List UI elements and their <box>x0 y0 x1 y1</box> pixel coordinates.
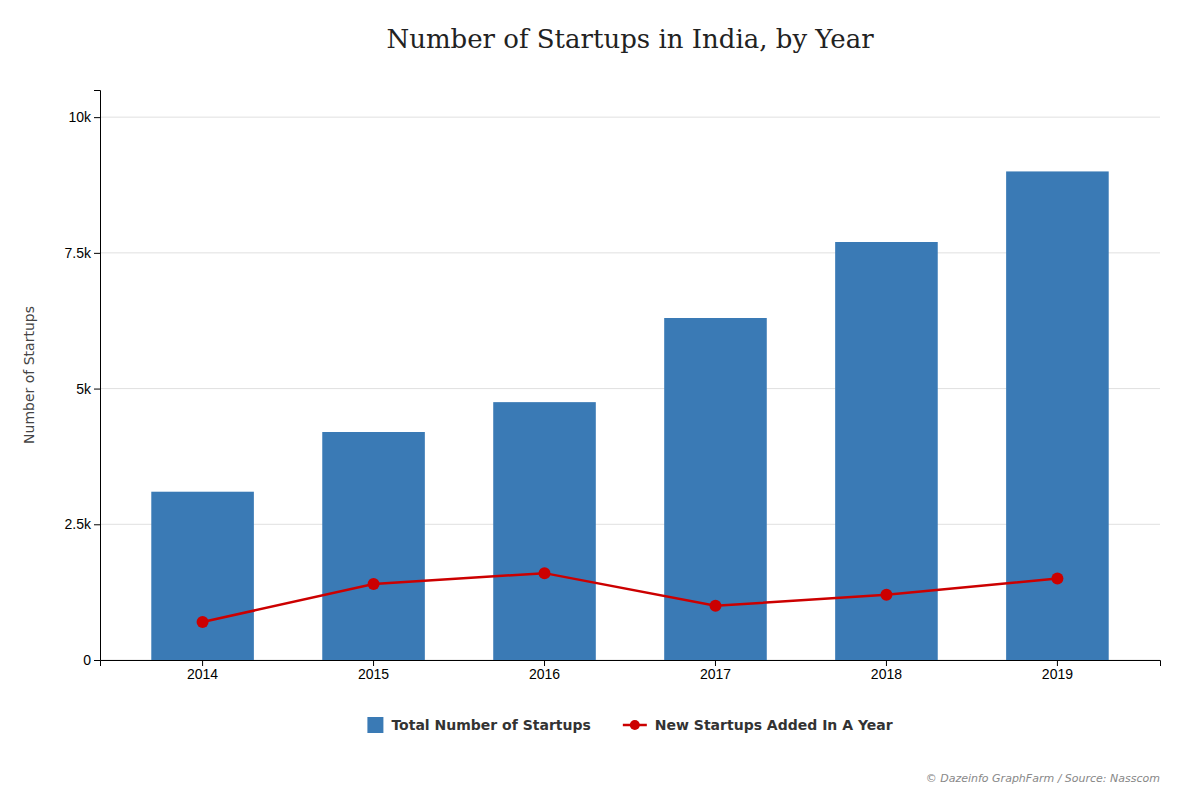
y-tick-label: 10k <box>68 109 92 125</box>
y-tick: 0 <box>83 652 100 668</box>
grid-line <box>100 252 1160 253</box>
legend: Total Number of Startups New Startups Add… <box>367 717 892 733</box>
x-tick-label: 2019 <box>1042 666 1073 682</box>
plot: 0 2.5k 5k 7.5k 10k 2014 2015 2016 2017 2018 2019 <box>65 91 1161 682</box>
y-axis: 0 2.5k 5k 7.5k 10k <box>65 91 101 668</box>
y-tick-mark <box>94 117 100 118</box>
chart: 0 2.5k 5k 7.5k 10k 2014 2015 2016 2017 2018 2019 Nu… <box>0 0 1200 800</box>
y-axis-title: Number of Startups <box>21 306 37 444</box>
bar <box>493 402 596 660</box>
x-tick: 2018 <box>871 660 902 682</box>
marker <box>539 567 551 579</box>
marker <box>1051 573 1063 585</box>
x-tick: 2014 <box>187 660 218 682</box>
y-tick-label: 5k <box>76 381 92 397</box>
y-tick: 5k <box>76 381 100 397</box>
line <box>203 573 1058 622</box>
bar <box>664 318 767 660</box>
marker <box>368 578 380 590</box>
grid-line <box>100 524 1160 525</box>
x-tick: 2016 <box>529 660 560 682</box>
y-tick-label: 7.5k <box>65 245 92 261</box>
x-axis-line <box>101 661 1161 667</box>
legend-marker <box>630 720 640 730</box>
x-tick-label: 2014 <box>187 666 218 682</box>
title: Number of Startups in India, by Year <box>386 24 874 54</box>
grid-line <box>100 388 1160 389</box>
marker <box>880 589 892 601</box>
x-tick-label: 2015 <box>358 666 389 682</box>
legend-item: New Startups Added In A Year <box>623 717 893 733</box>
y-axis-line <box>94 91 101 661</box>
y-tick-mark <box>94 253 100 254</box>
x-tick: 2019 <box>1042 660 1073 682</box>
marker <box>197 616 209 628</box>
y-tick-mark <box>94 389 100 390</box>
x-axis: 2014 2015 2016 2017 2018 2019 <box>101 660 1161 682</box>
y-tick-mark <box>94 524 100 525</box>
legend-swatch <box>367 717 383 733</box>
marks <box>151 171 1108 660</box>
y-tick: 7.5k <box>65 245 100 261</box>
legend-item: Total Number of Startups <box>367 717 590 733</box>
x-tick-label: 2018 <box>871 666 902 682</box>
y-tick-label: 0 <box>83 652 91 668</box>
bar <box>151 492 254 660</box>
marker <box>709 600 721 612</box>
grid-line <box>100 117 1160 118</box>
x-tick-label: 2016 <box>529 666 560 682</box>
y-tick-mark <box>94 660 100 661</box>
bar <box>1006 171 1109 660</box>
bar <box>322 432 425 660</box>
legend-label: New Startups Added In A Year <box>655 717 893 733</box>
grid <box>100 117 1160 660</box>
y-tick: 10k <box>68 109 100 125</box>
legend-label: Total Number of Startups <box>391 717 590 733</box>
x-tick: 2015 <box>358 660 389 682</box>
y-tick: 2.5k <box>65 516 100 532</box>
x-tick-label: 2017 <box>700 666 731 682</box>
x-tick: 2017 <box>700 660 731 682</box>
annotation: © Dazeinfo GraphFarm / Source: Nasscom <box>926 772 1160 785</box>
y-tick-label: 2.5k <box>65 516 92 532</box>
